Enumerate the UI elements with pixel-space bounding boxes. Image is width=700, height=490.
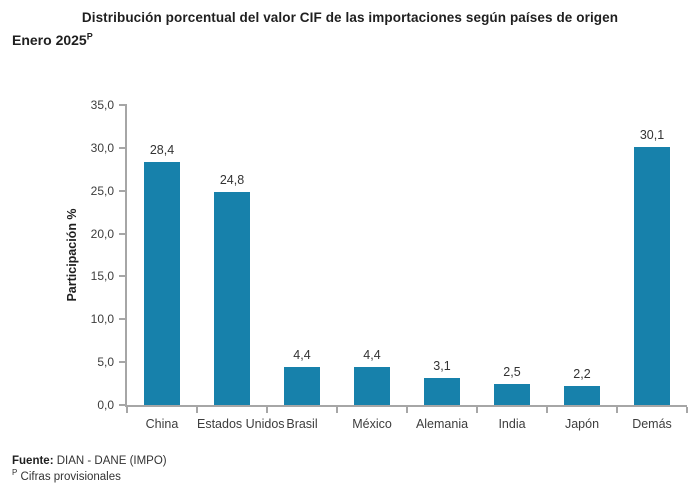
bar-value-label: 4,4 <box>293 348 311 363</box>
x-category-label: Alemania <box>415 417 469 431</box>
y-axis-tick <box>119 361 127 364</box>
bar <box>494 383 530 405</box>
x-axis-tick <box>406 407 408 413</box>
chart-title: Distribución porcentual del valor CIF de… <box>81 10 619 25</box>
note-superscript: P <box>12 468 18 478</box>
x-category-label: India <box>498 417 526 431</box>
y-tick-label: 25,0 <box>90 183 114 198</box>
y-tick-label: 20,0 <box>90 226 114 241</box>
bar <box>354 367 390 405</box>
x-category-label: Estados Unidos <box>197 417 285 431</box>
bar-column: 2,2 <box>547 105 617 405</box>
x-category-label: Brasil <box>286 417 318 431</box>
bar <box>424 378 460 405</box>
bar-value-label: 28,4 <box>149 142 175 157</box>
chart-subtitle-text: Enero 2025 <box>12 32 87 48</box>
bar <box>564 386 600 405</box>
bar-value-label: 4,4 <box>363 348 381 363</box>
y-tick-label: 15,0 <box>90 269 114 284</box>
x-category-label: China <box>145 417 179 431</box>
y-axis-tick <box>119 146 127 149</box>
y-axis-tick <box>119 318 127 321</box>
bar-column: 4,4 <box>337 105 407 405</box>
bar-value-label: 2,5 <box>503 364 521 379</box>
y-tick-label: 30,0 <box>90 140 114 155</box>
bar <box>634 147 670 405</box>
chart-footer: Fuente: DIAN - DANE (IMPO) P Cifras prov… <box>12 453 167 485</box>
x-axis-tick <box>266 407 268 413</box>
note-text: Cifras provisionales <box>17 471 121 483</box>
chart-subtitle: Enero 2025P <box>12 32 93 48</box>
bar-column: 24,8 <box>197 105 267 405</box>
y-tick-label: 35,0 <box>90 98 114 112</box>
y-axis-title: Participación % <box>65 208 79 302</box>
x-axis-tick <box>196 407 198 413</box>
bar-chart-plot-area: 0,0 5,0 10,0 15,0 20,0 25,0 30,0 35,0 China 28,4 E… <box>91 98 688 431</box>
bar-value-label: 30,1 <box>639 128 665 142</box>
bar <box>284 367 320 405</box>
y-axis-tick <box>119 275 127 278</box>
bar <box>214 192 250 405</box>
bar-column: 2,5 <box>477 105 547 405</box>
bar-value-label: 24,8 <box>219 173 245 188</box>
bar-value-label: 3,1 <box>433 359 451 374</box>
x-axis-tick <box>616 407 618 413</box>
x-axis-tick <box>686 407 688 413</box>
x-category-label: Japón <box>564 417 600 431</box>
x-category-label: Demás <box>632 417 672 431</box>
provisional-superscript: P <box>86 31 93 42</box>
bar-value-label: 2,2 <box>573 367 591 382</box>
bar <box>144 161 180 405</box>
y-axis-tick <box>119 232 127 235</box>
x-axis-tick <box>126 407 128 413</box>
bar-column: 3,1 <box>407 105 477 405</box>
bar-column: 30,1 <box>617 105 687 405</box>
source-text: DIAN - DANE (IMPO) <box>53 455 167 467</box>
y-axis-tick <box>119 189 127 192</box>
x-category-label: México <box>352 417 392 431</box>
bar-column: 28,4 <box>127 105 197 405</box>
y-tick-label: 10,0 <box>90 312 114 327</box>
x-axis-tick <box>546 407 548 413</box>
y-tick-label: 0,0 <box>97 398 114 412</box>
y-axis-tick <box>119 404 127 406</box>
y-tick-label: 5,0 <box>97 355 114 370</box>
bar-column: 4,4 <box>267 105 337 405</box>
source-label: Fuente: <box>12 455 54 467</box>
x-axis-tick <box>336 407 338 413</box>
source-line: Fuente: DIAN - DANE (IMPO) <box>12 453 167 469</box>
y-axis-tick <box>119 104 127 106</box>
x-axis-tick <box>476 407 478 413</box>
note-line: P Cifras provisionales <box>12 469 167 485</box>
